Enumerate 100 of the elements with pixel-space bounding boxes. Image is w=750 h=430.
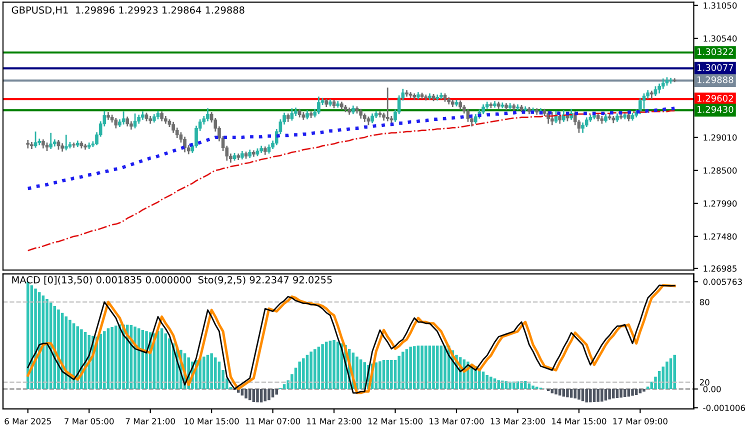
- bar: [252, 389, 256, 402]
- bar: [268, 389, 270, 400]
- candlestick: [370, 112, 374, 124]
- bar: [570, 389, 573, 398]
- candlestick: [34, 130, 38, 148]
- ref-line-label: 1.29430: [698, 106, 734, 113]
- bar: [145, 331, 148, 390]
- bar: [106, 328, 110, 390]
- candlestick: [638, 97, 642, 115]
- candlestick: [661, 78, 665, 90]
- candlestick: [42, 138, 45, 150]
- bar: [260, 389, 263, 402]
- bar: [554, 389, 558, 394]
- bar: [616, 389, 619, 398]
- bar: [314, 349, 316, 390]
- bar: [600, 389, 604, 402]
- candlestick: [642, 92, 646, 110]
- bar: [156, 330, 160, 390]
- candlestick: [172, 121, 175, 134]
- y-tick-label: 1.26985: [704, 265, 737, 272]
- bar: [405, 349, 408, 390]
- candlestick: [458, 100, 462, 110]
- bar: [631, 389, 634, 396]
- bar: [532, 386, 534, 390]
- bar: [271, 389, 274, 398]
- bar: [550, 389, 554, 394]
- candlestick: [126, 116, 130, 128]
- bar: [282, 384, 286, 390]
- x-tick-label: 7 Mar 21:00: [126, 418, 175, 424]
- bar: [298, 362, 301, 390]
- bar: [398, 356, 400, 390]
- bar: [264, 389, 267, 402]
- candlestick: [550, 111, 554, 126]
- bar: [642, 389, 646, 392]
- candlestick: [317, 96, 320, 115]
- bar: [589, 389, 592, 402]
- candlestick: [290, 108, 294, 122]
- bar: [202, 356, 206, 390]
- candlestick: [267, 144, 271, 154]
- bar: [374, 362, 378, 390]
- bar: [578, 389, 580, 400]
- bar: [134, 326, 136, 390]
- candlestick: [386, 86, 390, 122]
- bar: [206, 354, 210, 390]
- x-tick-label: 13 Mar 07:00: [430, 418, 484, 424]
- bar: [110, 326, 114, 390]
- candlestick: [49, 132, 52, 150]
- bar: [574, 389, 576, 398]
- y-tick-label: 0.00: [703, 386, 721, 392]
- candlestick: [466, 108, 470, 123]
- candlestick: [482, 104, 485, 115]
- candlestick: [56, 139, 60, 150]
- x-tick-label: 17 Mar 09:00: [613, 418, 668, 424]
- ref-line-label: 1.29602: [698, 94, 733, 102]
- bar: [321, 344, 324, 390]
- x-tick-label: 6 Mar 2025: [4, 418, 51, 424]
- bar: [240, 389, 244, 396]
- candlestick: [474, 113, 478, 124]
- bar: [486, 375, 488, 390]
- bar: [386, 360, 389, 390]
- bar: [99, 334, 102, 390]
- bar: [638, 389, 642, 394]
- bar: [256, 389, 259, 402]
- bar: [160, 328, 164, 390]
- bar: [420, 346, 424, 390]
- bar: [612, 389, 615, 398]
- candlestick: [64, 134, 68, 152]
- y-tick-label: 1.30540: [704, 35, 737, 42]
- candlestick: [206, 108, 210, 122]
- bar: [581, 389, 584, 402]
- candlestick: [306, 110, 309, 120]
- bar: [378, 361, 382, 390]
- bar: [114, 326, 118, 390]
- ref-line-label: 1.29888: [698, 76, 734, 84]
- x-tick-label: 7 Mar 05:00: [64, 418, 114, 424]
- candlestick: [581, 122, 584, 134]
- bar: [275, 389, 278, 395]
- bar: [432, 346, 435, 390]
- bar: [103, 331, 106, 390]
- bar: [424, 346, 428, 390]
- y-tick-label: -0.001006: [703, 404, 746, 412]
- bar: [210, 353, 213, 390]
- candlestick: [183, 136, 186, 153]
- bar: [623, 389, 626, 398]
- bar: [310, 352, 312, 390]
- candlestick: [654, 86, 658, 97]
- bar: [497, 380, 500, 390]
- bar: [390, 360, 393, 390]
- bar: [585, 389, 588, 402]
- y-tick-label: 1.28500: [704, 167, 737, 174]
- ref-line-label: 1.30322: [698, 48, 733, 56]
- bar: [26, 282, 30, 390]
- bar: [558, 389, 562, 396]
- bar: [244, 389, 248, 398]
- bar: [608, 389, 611, 400]
- candlestick: [137, 114, 141, 124]
- y-tick-label: 1.31050: [704, 2, 737, 9]
- bar: [673, 354, 676, 390]
- bar: [409, 346, 412, 390]
- bar: [402, 352, 404, 390]
